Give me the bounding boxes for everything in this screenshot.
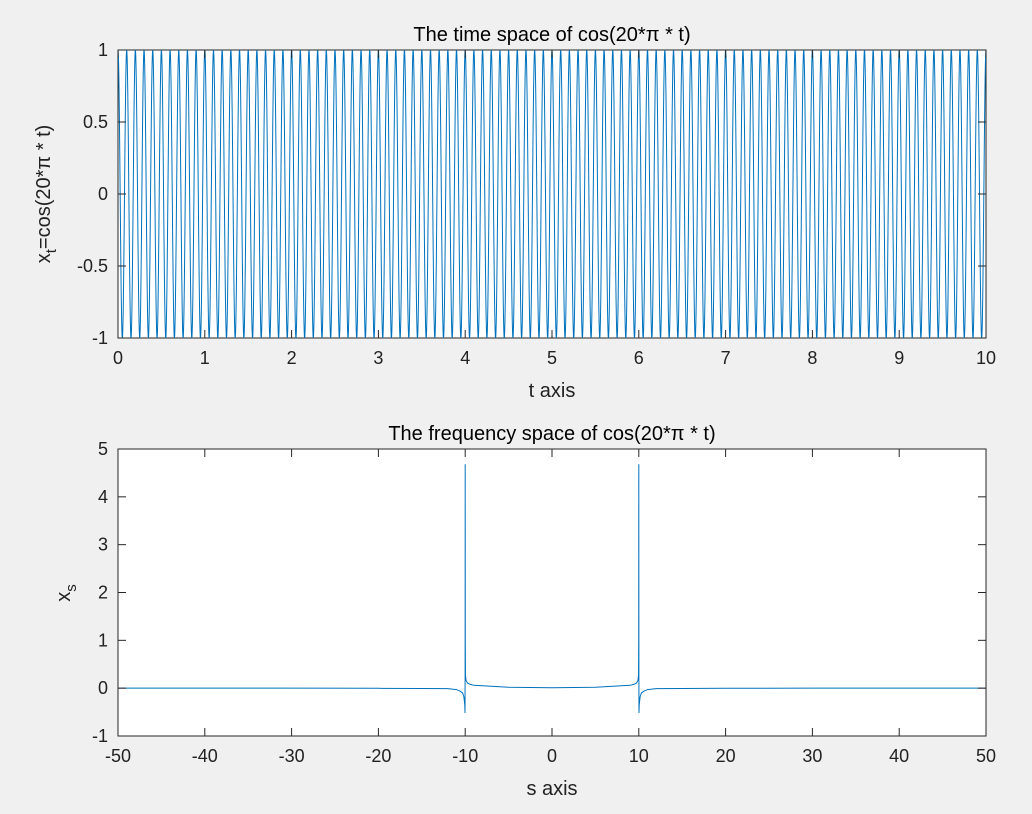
frequency-plot-xlabel: s axis — [526, 778, 577, 800]
frequency-plot-ytick-label: 4 — [98, 487, 108, 507]
frequency-plot-ytick-label: 5 — [98, 439, 108, 459]
frequency-plot-xtick-label: -50 — [105, 746, 131, 766]
time-plot-xtick-label: 1 — [200, 348, 210, 368]
time-plot-ylabel-rest: =cos(20*π * t) — [33, 125, 55, 249]
time-plot-ylabel-sub: t — [43, 248, 60, 253]
time-plot-xtick-label: 0 — [113, 348, 123, 368]
frequency-plot-xtick-label: -40 — [192, 746, 218, 766]
frequency-plot-title: The frequency space of cos(20*π * t) — [388, 423, 715, 445]
frequency-plot-ylabel-base: x — [53, 592, 75, 602]
time-plot-xtick-label: 2 — [287, 348, 297, 368]
time-plot-xtick-label: 4 — [460, 348, 470, 368]
frequency-plot-xtick-label: 50 — [976, 746, 996, 766]
time-plot-xtick-label: 7 — [721, 348, 731, 368]
frequency-plot-xtick-label: 30 — [802, 746, 822, 766]
time-plot-ytick-label: 1 — [98, 40, 108, 60]
time-plot: 0 1 2 3 4 5 6 7 8 9 10 -1 -0.5 0 0.5 1 The time space o… — [33, 24, 996, 402]
time-plot-xtick-label: 9 — [894, 348, 904, 368]
time-plot-xlabel: t axis — [529, 380, 576, 402]
frequency-plot-xtick-label: -30 — [279, 746, 305, 766]
frequency-plot-ytick-label: -1 — [92, 726, 108, 746]
time-plot-ticks: 0 1 2 3 4 5 6 7 8 9 10 -1 -0.5 0 0.5 1 — [77, 40, 996, 368]
frequency-plot-ytick-label: 1 — [98, 630, 108, 650]
time-plot-ytick-label: 0 — [98, 184, 108, 204]
frequency-plot-ytick-label: 0 — [98, 678, 108, 698]
time-plot-ytick-label: 0.5 — [83, 112, 108, 132]
frequency-plot-ylabel: xs — [53, 584, 80, 602]
time-plot-xtick-label: 6 — [634, 348, 644, 368]
time-plot-xtick-label: 10 — [976, 348, 996, 368]
time-plot-xtick-label: 5 — [547, 348, 557, 368]
frequency-plot-xtick-label: 20 — [716, 746, 736, 766]
time-plot-ytick-label: -1 — [92, 328, 108, 348]
frequency-plot-xtick-label: 0 — [547, 746, 557, 766]
frequency-plot-xtick-label: -10 — [452, 746, 478, 766]
time-plot-xtick-label: 3 — [373, 348, 383, 368]
frequency-plot-xtick-label: -20 — [365, 746, 391, 766]
frequency-plot-xtick-label: 40 — [889, 746, 909, 766]
frequency-plot-plot-area — [118, 464, 986, 714]
frequency-plot-ylabel-sub: s — [63, 584, 80, 592]
frequency-plot-xtick-label: 10 — [629, 746, 649, 766]
time-plot-ylabel-base: x — [33, 253, 55, 263]
time-plot-title: The time space of cos(20*π * t) — [413, 24, 690, 46]
time-plot-ytick-label: -0.5 — [77, 256, 108, 276]
time-plot-xtick-label: 8 — [807, 348, 817, 368]
frequency-plot-ytick-label: 3 — [98, 535, 108, 555]
time-plot-axes — [117, 49, 987, 339]
frequency-plot-ytick-label: 2 — [98, 583, 108, 603]
time-plot-ylabel: xt=cos(20*π * t) — [33, 125, 60, 264]
frequency-plot-axes — [117, 448, 987, 737]
frequency-plot-series-line-0 — [118, 464, 986, 714]
